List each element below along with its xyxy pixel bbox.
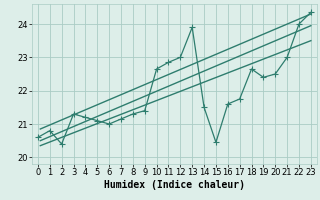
- X-axis label: Humidex (Indice chaleur): Humidex (Indice chaleur): [104, 180, 245, 190]
